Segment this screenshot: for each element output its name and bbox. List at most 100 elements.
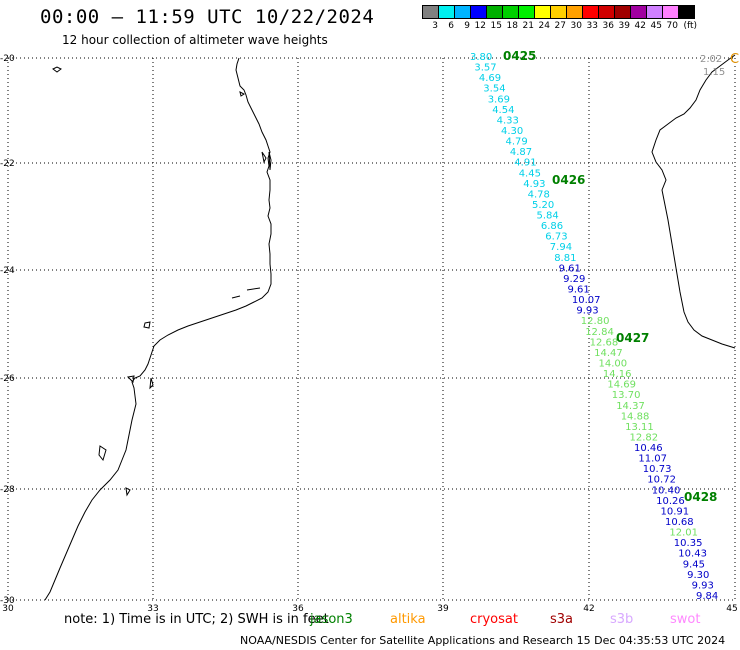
swh-value: 4.78 [528, 189, 550, 200]
swh-value: 3.54 [483, 84, 505, 95]
color-swatch [678, 5, 695, 19]
swh-value: 3.57 [474, 63, 496, 74]
wave-height-color-scale: 3 6 9 12 15 18 21 24 27 30 33 36 39 42 45 70 (ft) [422, 5, 697, 31]
swh-value: 13.70 [612, 390, 641, 401]
swh-value: 4.91 [514, 158, 536, 169]
coastline-islands [52, 66, 272, 497]
lat-lon-grid [7, 57, 736, 601]
color-scale-label: 24 [538, 21, 550, 31]
satellite-legend-item: swot [670, 612, 701, 627]
edge-value: 2.02 [700, 54, 722, 65]
swh-value: 8.81 [554, 253, 576, 264]
color-scale-label: 45 [650, 21, 662, 31]
color-scale-label: 9 [464, 21, 470, 31]
edge-value: 1.15 [703, 67, 725, 78]
lat-label: -22 [0, 159, 15, 169]
swh-value: 3.80 [470, 52, 492, 63]
swh-value: 4.87 [510, 147, 532, 158]
swh-value: 3.69 [488, 94, 510, 105]
swh-value: 4.30 [501, 126, 523, 137]
satellite-legend-item: s3a [550, 612, 574, 627]
lon-label: 39 [437, 604, 449, 614]
note-text: note: 1) Time is in UTC; 2) SWH is in fe… [64, 612, 329, 627]
color-scale-label: 18 [506, 21, 518, 31]
swh-value: 4.69 [479, 73, 501, 84]
footer-credit: NOAA/NESDIS Center for Satellite Applica… [240, 634, 726, 647]
pass-time-label: 0426 [552, 173, 585, 187]
lon-label: 45 [726, 604, 737, 614]
map-title: 00:00 — 11:59 UTC 10/22/2024 [40, 6, 375, 28]
swh-value: 12.80 [581, 316, 610, 327]
swh-value: 10.73 [643, 464, 672, 475]
swh-value: 11.07 [638, 454, 667, 465]
swh-value: 4.45 [519, 168, 541, 179]
swh-value: 9.30 [687, 570, 709, 581]
time-labels: 0425 0426 0427 0428 [503, 49, 717, 504]
coastline-africa [44, 57, 272, 601]
swh-value: 9.93 [692, 580, 714, 591]
swh-value: 9.61 [559, 263, 581, 274]
lat-label: -20 [0, 54, 15, 64]
swh-value: 10.91 [661, 507, 690, 518]
lon-label: 33 [147, 604, 158, 614]
lat-label: -24 [0, 266, 15, 276]
color-scale-label: 15 [490, 21, 502, 31]
lat-label: -30 [0, 596, 15, 606]
swh-value: 4.93 [523, 179, 545, 190]
swh-value: 4.79 [506, 137, 528, 148]
swh-value: 7.94 [550, 242, 572, 253]
satellite-legend-item: altika [390, 612, 426, 627]
swh-value: 9.84 [696, 591, 718, 602]
swh-value: 4.33 [497, 115, 519, 126]
swh-value: 14.37 [616, 401, 645, 412]
color-scale-label: 70 [666, 21, 678, 31]
lon-label: 30 [2, 604, 14, 614]
swh-value: 12.84 [585, 327, 614, 338]
swh-value: 6.86 [541, 221, 563, 232]
swh-value: 10.43 [678, 549, 707, 560]
latitude-labels: -20 -22 -24 -26 -28 -30 [0, 54, 15, 606]
swh-value: 12.01 [669, 528, 698, 539]
swh-value: 9.45 [683, 559, 705, 570]
swh-value: 13.11 [625, 422, 654, 433]
color-scale-label: 12 [474, 21, 486, 31]
pass-time-label: 0427 [616, 331, 649, 345]
lat-label: -28 [0, 485, 15, 495]
edge-value: C [730, 52, 739, 67]
color-scale-swatches [422, 5, 697, 19]
satellite-legend-item: jason3 [310, 612, 353, 627]
swh-value: 5.84 [537, 211, 559, 222]
swh-value: 14.88 [621, 411, 650, 422]
swh-value: 9.29 [563, 274, 585, 285]
satellite-legend-item: s3b [610, 612, 634, 627]
coastline-madagascar [651, 54, 736, 349]
swh-value: 14.69 [607, 380, 636, 391]
pass-time-label: 0428 [684, 490, 717, 504]
satellite-legend-item: cryosat [470, 612, 518, 627]
right-edge-values: 2.02 C 1.15 [700, 52, 739, 78]
color-scale-label: 6 [448, 21, 454, 31]
swh-value: 10.07 [572, 295, 601, 306]
swh-value: 10.26 [656, 496, 685, 507]
swh-value: 9.93 [576, 306, 598, 317]
color-scale-label: 33 [586, 21, 598, 31]
longitude-labels: 30 33 36 39 42 45 [2, 604, 737, 614]
swh-value: 4.54 [492, 105, 514, 116]
swh-value: 10.68 [665, 517, 694, 528]
swh-value: 14.47 [594, 348, 623, 359]
color-scale-label: 30 [570, 21, 582, 31]
swh-value: 5.20 [532, 200, 554, 211]
swh-value: 14.16 [603, 369, 632, 380]
swh-value: 12.68 [590, 337, 619, 348]
lat-label: -26 [0, 374, 15, 384]
swh-value: 10.35 [674, 538, 703, 549]
swh-value: 10.46 [634, 443, 663, 454]
color-scale-label: 21 [522, 21, 534, 31]
pass-time-label: 0425 [503, 49, 536, 63]
color-scale-label: 36 [602, 21, 614, 31]
swh-value: 10.40 [652, 485, 681, 496]
color-scale-label: 3 [432, 21, 438, 31]
lon-label: 42 [583, 604, 594, 614]
color-scale-label: 39 [618, 21, 630, 31]
